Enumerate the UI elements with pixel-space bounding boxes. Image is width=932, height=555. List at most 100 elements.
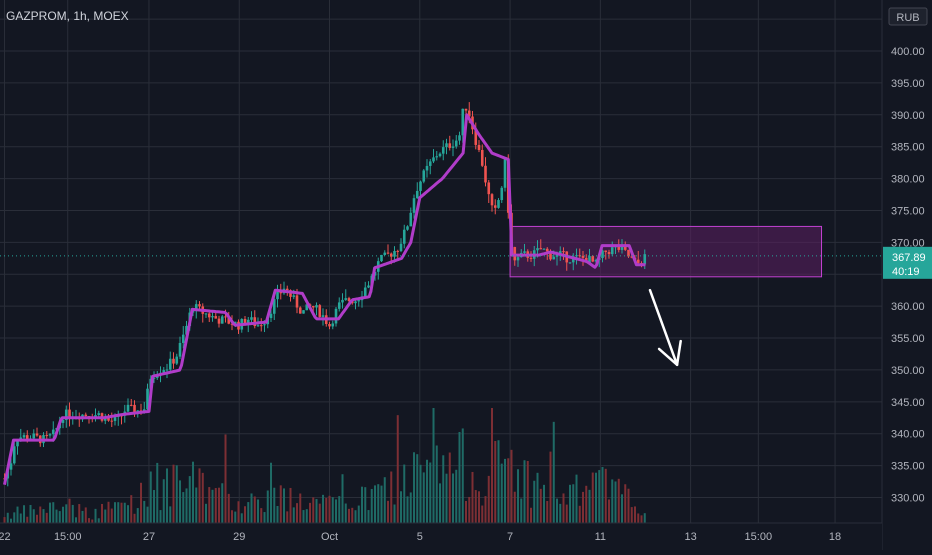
- volume-bar: [123, 502, 126, 523]
- candle-body: [84, 414, 88, 417]
- volume-bar: [140, 482, 143, 523]
- candle-body: [334, 308, 338, 324]
- volume-bar: [455, 469, 458, 523]
- candle-body: [549, 251, 552, 260]
- volume-bar: [598, 470, 601, 523]
- arrow-head: [657, 339, 682, 367]
- range-box-rect[interactable]: [509, 225, 823, 278]
- price-tick-label: 350.00: [891, 365, 925, 377]
- candle-body: [402, 229, 406, 244]
- candle-body: [601, 250, 604, 259]
- candle-body: [503, 158, 507, 188]
- candle-body: [35, 433, 39, 436]
- volume-bar: [595, 472, 598, 523]
- volume-bar: [88, 518, 91, 523]
- candle-body: [172, 358, 175, 364]
- volume-bar: [627, 488, 630, 523]
- volume-bar: [182, 492, 185, 523]
- candle-body: [97, 413, 101, 416]
- price-tick-label: 340.00: [891, 429, 925, 441]
- candle-body: [181, 334, 185, 343]
- volume-bar: [348, 508, 351, 523]
- volume-bar: [68, 498, 71, 523]
- volume-bar: [390, 471, 393, 523]
- candle-body: [68, 409, 71, 419]
- candle-body: [464, 108, 468, 111]
- candle-body: [451, 146, 455, 148]
- volume-bar: [468, 496, 471, 523]
- volume-bar: [331, 497, 334, 523]
- volume-bar: [208, 487, 211, 523]
- time-tick-label: 11: [595, 531, 606, 543]
- volume-bar: [335, 499, 338, 523]
- candle-body: [380, 254, 383, 262]
- candle-body: [539, 248, 543, 250]
- volume-bar: [338, 496, 341, 523]
- volume-bar: [611, 479, 614, 523]
- volume-bar: [439, 483, 442, 523]
- candle-body: [399, 243, 403, 252]
- last-price-badge: [883, 246, 932, 279]
- volume-bar: [58, 511, 61, 523]
- volume-bar: [211, 489, 214, 523]
- volume-bar: [257, 499, 260, 523]
- candle-body: [558, 251, 562, 254]
- time-axis[interactable]: 22 15:00 27 29 Oct 5 7 11 13 15:00 18: [0, 522, 882, 550]
- candle-body: [250, 317, 253, 320]
- volume-bar: [523, 460, 526, 523]
- candle-body: [25, 435, 29, 440]
- candle-body: [386, 252, 390, 254]
- volume-bar: [91, 519, 94, 523]
- candle-body: [146, 388, 149, 410]
- volume-bar: [344, 503, 347, 523]
- time-tick-label: 5: [417, 531, 423, 543]
- volume-bar: [601, 467, 604, 523]
- candle-body: [409, 212, 413, 227]
- candle-body: [315, 305, 318, 308]
- volume-bar: [588, 489, 591, 523]
- candle-body: [224, 316, 227, 318]
- candle-body: [217, 318, 221, 324]
- candle-body: [523, 251, 526, 253]
- volume-bar: [214, 488, 217, 523]
- candle-body: [425, 165, 429, 171]
- volume-bar: [328, 495, 331, 523]
- volume-bar: [400, 491, 403, 523]
- volume-bar: [396, 415, 399, 523]
- candle-body: [269, 313, 273, 319]
- price-tick-label: 395.00: [891, 78, 925, 90]
- candle-body: [289, 290, 292, 297]
- volume-bar: [52, 502, 55, 523]
- candle-body: [643, 254, 647, 265]
- volume-bar: [149, 471, 152, 523]
- volume-bar: [491, 408, 494, 523]
- volume-bar: [253, 496, 256, 523]
- consolidation-range-box[interactable]: [509, 225, 823, 278]
- price-tick-label: 345.00: [891, 397, 925, 409]
- candle-body: [113, 417, 117, 421]
- volume-bar: [185, 488, 188, 523]
- volume-bar: [276, 505, 279, 523]
- volume-bar: [32, 509, 35, 523]
- volume-bar: [97, 518, 100, 523]
- volume-bar: [569, 484, 572, 523]
- projection-arrow[interactable]: [648, 288, 682, 367]
- volume-bar: [110, 508, 113, 523]
- candle-body: [230, 323, 234, 325]
- volume-bar: [260, 508, 263, 523]
- candle-body: [354, 301, 357, 304]
- volume-bar: [19, 513, 22, 523]
- volume-bar: [634, 506, 637, 523]
- volume-bar: [429, 462, 432, 523]
- volume-bar: [370, 488, 373, 523]
- candle-body: [562, 251, 565, 253]
- candle-body: [617, 246, 621, 250]
- volume-bar: [416, 454, 419, 523]
- candle-body: [383, 252, 387, 255]
- volume-bar: [533, 480, 536, 523]
- volume-bar: [221, 483, 224, 523]
- currency-badge[interactable]: [888, 7, 928, 26]
- price-axis[interactable]: 330.00 335.00 340.00 345.00 350.00 355.00 360.…: [881, 0, 932, 550]
